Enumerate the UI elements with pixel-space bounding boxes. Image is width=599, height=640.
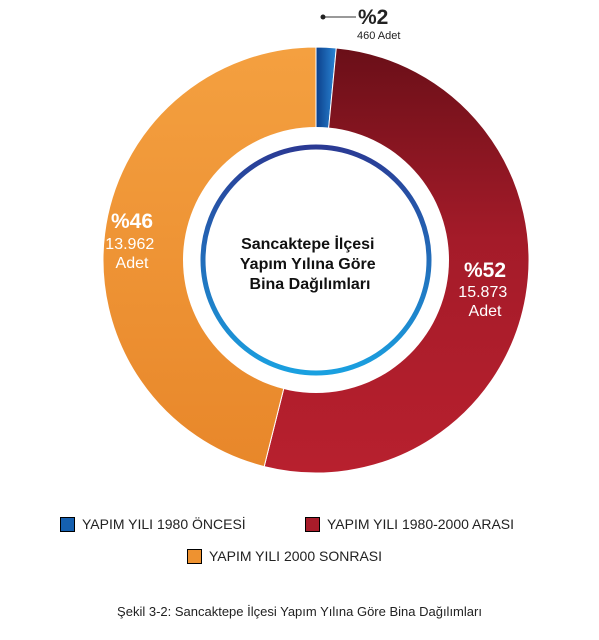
donut-chart: Sancaktepe İlçesi Yapım Yılına Göre Bina… (102, 6, 530, 474)
legend-swatch-blue (60, 516, 75, 532)
count-label-1980-oncesi: 460 Adet (357, 30, 400, 42)
inner-disc (183, 127, 449, 393)
center-ring (200, 144, 432, 376)
count-label-1980-2000: 15.873 Adet (458, 284, 511, 320)
legend-item-1980-2000: YAPIM YILI 1980-2000 ARASI (305, 516, 514, 532)
legend-label: YAPIM YILI 1980 ÖNCESİ (82, 516, 246, 532)
figure-caption: Şekil 3-2: Sancaktepe İlçesi Yapım Yılın… (117, 604, 482, 619)
legend-label: YAPIM YILI 1980-2000 ARASI (327, 516, 515, 532)
count-label-2000-sonrasi: 13.962 Adet (105, 236, 158, 272)
percent-label-1980-2000: %52 (464, 259, 506, 282)
percent-label-2000-sonrasi: %46 (111, 210, 153, 233)
legend-item-1980-oncesi: YAPIM YILI 1980 ÖNCESİ (60, 516, 246, 532)
percent-label-1980-oncesi: %2 (358, 6, 388, 29)
legend-swatch-red (305, 516, 320, 532)
legend-label: YAPIM YILI 2000 SONRASI (209, 548, 383, 564)
legend-item-2000-sonrasi: YAPIM YILI 2000 SONRASI (187, 548, 382, 564)
legend-swatch-orange (187, 548, 202, 564)
callout-dot (320, 14, 326, 20)
center-title: Sancaktepe İlçesi Yapım Yılına Göre Bina… (240, 235, 380, 293)
